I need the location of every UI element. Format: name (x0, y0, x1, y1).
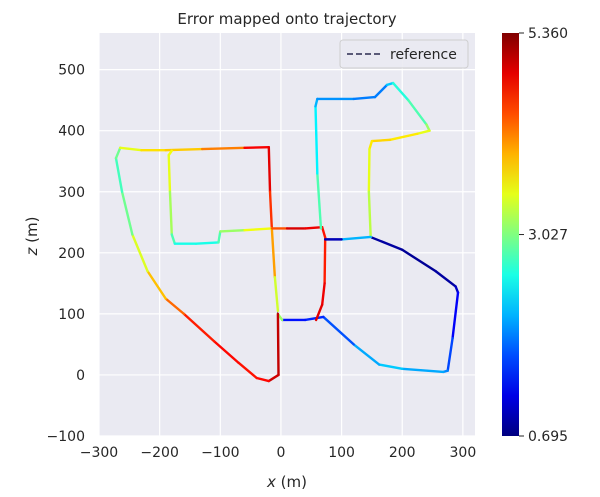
trajectory-segment (120, 190, 134, 236)
y-tick-label: 400 (58, 124, 85, 140)
trajectory-segment (320, 282, 326, 306)
colorbar-ticks: 0.695 3.027 5.360 (519, 26, 568, 445)
trajectory-segment (322, 315, 355, 346)
trajectory-segment (164, 297, 186, 316)
trajectory-segment (352, 95, 377, 101)
trajectory-segment (391, 81, 410, 102)
trajectory-segment (243, 227, 274, 232)
trajectory-segment (167, 153, 172, 193)
x-tick-label: 300 (450, 445, 477, 461)
plot-area (99, 33, 475, 436)
x-tick-label: 100 (328, 445, 355, 461)
trajectory-segment (316, 172, 323, 230)
trajectory-segment (368, 139, 374, 151)
trajectory-segment (168, 190, 173, 236)
trajectory-segment (237, 361, 258, 380)
y-tick-label: 200 (58, 246, 85, 262)
trajectory-segment (451, 291, 460, 340)
legend: reference (339, 39, 469, 69)
y-tick-label: 300 (58, 185, 85, 201)
trajectory-segment (370, 138, 392, 143)
chart-title: Error mapped onto trajectory (177, 10, 396, 28)
trajectory-series (114, 81, 460, 383)
trajectory-segment (314, 303, 324, 322)
trajectory-segment (194, 241, 220, 245)
trajectory-segment (267, 145, 272, 193)
trajectory-segment (370, 236, 404, 251)
trajectory-segment (219, 229, 246, 233)
trajectory-segment (323, 236, 327, 285)
trajectory-segment (200, 146, 246, 151)
trajectory-segment (273, 276, 280, 313)
x-tick-label: 0 (276, 445, 285, 461)
trajectory-segment (340, 235, 372, 241)
trajectory-segment (217, 230, 222, 244)
trajectory-segment (268, 190, 274, 230)
trajectory-segment (243, 145, 271, 149)
trajectory-segment (213, 340, 240, 364)
trajectory-segment (270, 227, 277, 279)
trajectory-segment (146, 269, 167, 300)
y-tick-label: 100 (58, 307, 85, 323)
colorbar-tick-label: 5.360 (528, 26, 568, 42)
trajectory-segment (367, 190, 372, 239)
trajectory-segment (276, 312, 280, 377)
trajectory-segment (255, 376, 271, 383)
colorbar (502, 33, 519, 436)
trajectory-segment (388, 132, 419, 142)
colorbar-tick-label: 3.027 (528, 228, 568, 244)
trajectory-segment (416, 129, 431, 135)
x-tick-label: −200 (140, 445, 178, 461)
trajectory-segment (373, 83, 389, 99)
trajectory-segment (314, 97, 319, 108)
trajectory-segment (352, 343, 381, 366)
trajectory-segment (434, 269, 457, 288)
trajectory-segment (182, 312, 216, 343)
y-tick-label: 0 (76, 368, 85, 384)
trajectory-segment (407, 98, 428, 126)
trajectory-segment (303, 315, 325, 322)
trajectory-segment (401, 367, 445, 374)
trajectory-segment (267, 373, 280, 383)
trajectory-segment (446, 337, 454, 372)
legend-label-reference: reference (390, 47, 457, 63)
trajectory-segment (401, 248, 437, 273)
y-axis-label: z (m) (23, 217, 41, 257)
trajectory-segment (131, 233, 149, 273)
axis-ticks: −300 −200 −100 0 100 200 300 −100 0 100 200 300 400 5… (47, 63, 477, 461)
trajectory-segment (377, 363, 404, 371)
x-tick-label: −300 (80, 445, 118, 461)
trajectory-segment (170, 233, 177, 245)
grid-lines (98, 33, 475, 437)
x-tick-label: 200 (389, 445, 416, 461)
colorbar-tick-label: 0.695 (528, 429, 568, 445)
x-axis-label: x (m) (266, 473, 307, 491)
trajectory-segment (320, 225, 327, 239)
trajectory-segment (314, 105, 319, 175)
trajectory-segment (114, 146, 122, 160)
x-tick-label: −100 (201, 445, 239, 461)
y-tick-label: −100 (47, 429, 85, 445)
trajectory-segment (119, 146, 143, 152)
trajectory-segment (303, 225, 324, 230)
trajectory-segment (367, 147, 371, 193)
trajectory-segment (114, 156, 124, 193)
y-tick-label: 500 (58, 63, 85, 79)
